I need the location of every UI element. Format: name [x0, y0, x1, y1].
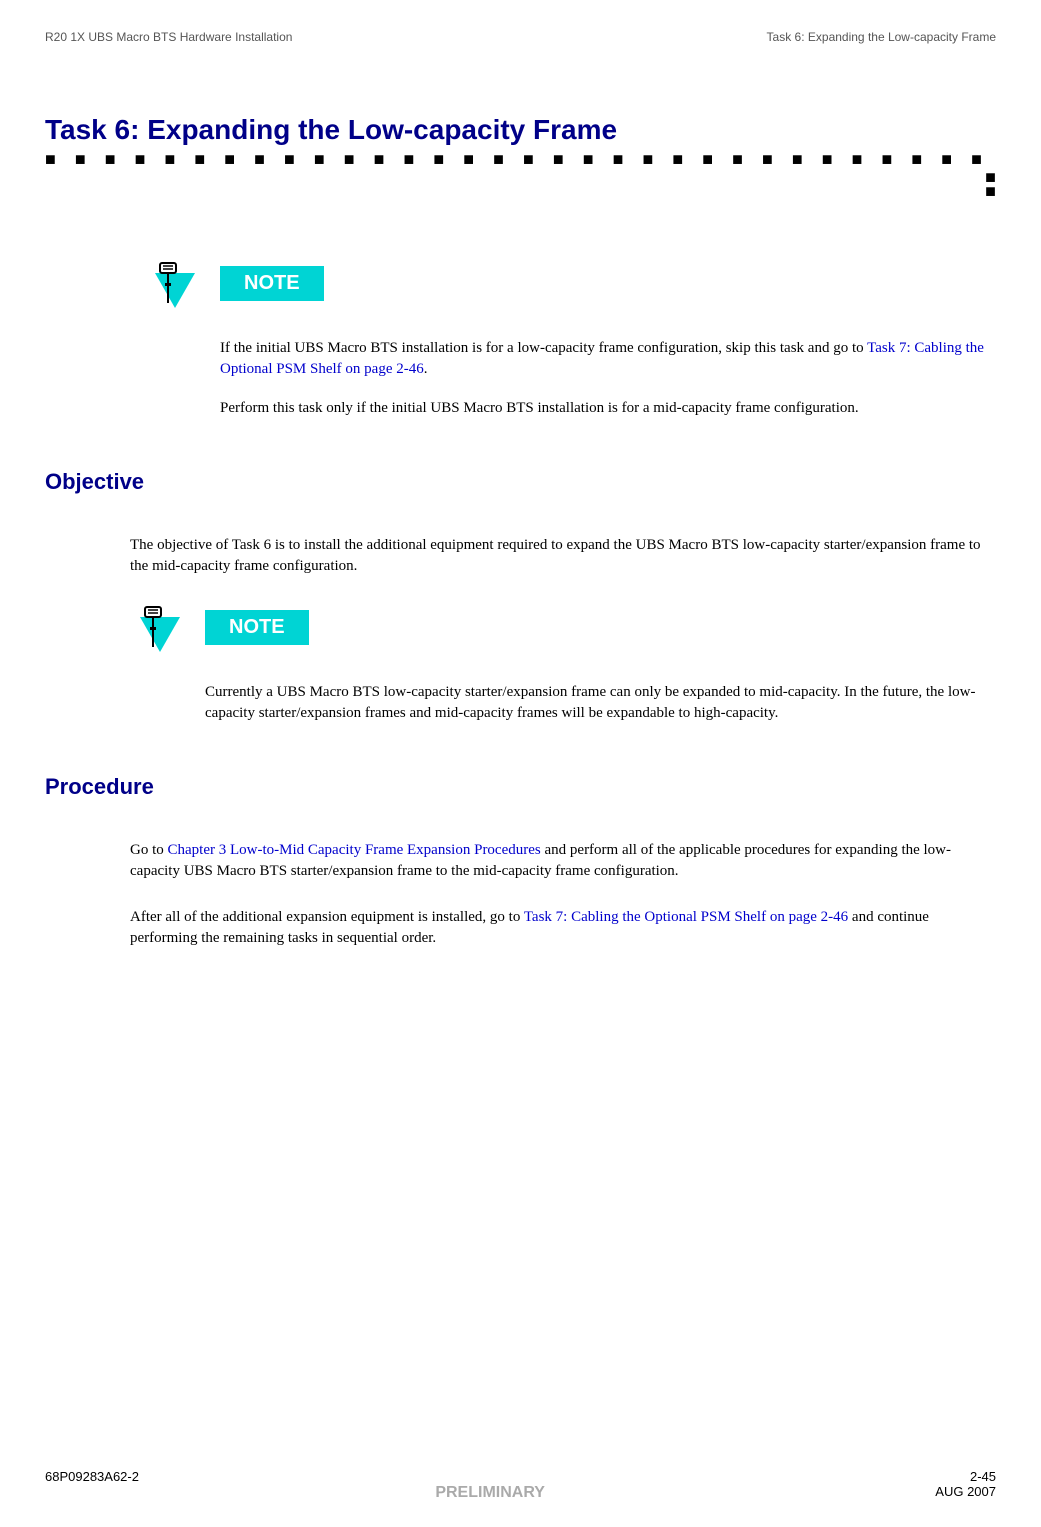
page-header: R20 1X UBS Macro BTS Hardware Installati…	[45, 30, 996, 44]
footer-date: AUG 2007	[935, 1484, 996, 1502]
page-number: 2-45	[970, 1469, 996, 1484]
preliminary-label: PRELIMINARY	[45, 1484, 935, 1502]
task7-link-2[interactable]: Task 7: Cabling the Optional PSM Shelf o…	[524, 909, 848, 925]
note-icon	[130, 602, 190, 662]
objective-text: The objective of Task 6 is to install th…	[130, 535, 996, 577]
note-header: NOTE	[145, 258, 996, 318]
procedure-heading: Procedure	[45, 774, 996, 800]
procedure-para1: Go to Chapter 3 Low-to-Mid Capacity Fram…	[130, 840, 996, 882]
title-separator: ■ ■ ■ ■ ■ ■ ■ ■ ■ ■ ■ ■ ■ ■ ■ ■ ■ ■ ■ ■ …	[45, 149, 996, 170]
procedure-para2: After all of the additional expansion eq…	[130, 907, 996, 949]
note1-para2: Perform this task only if the initial UB…	[220, 398, 996, 419]
note-label: NOTE	[220, 266, 324, 301]
page-footer: 68P09283A62-2 2-45 PRELIMINARY AUG 2007	[45, 1469, 996, 1502]
footer-bottom: PRELIMINARY AUG 2007	[45, 1484, 996, 1502]
chapter3-link[interactable]: Chapter 3 Low-to-Mid Capacity Frame Expa…	[168, 842, 541, 858]
note2-text: Currently a UBS Macro BTS low-capacity s…	[205, 682, 996, 724]
note-block-2: NOTE Currently a UBS Macro BTS low-capac…	[130, 602, 996, 724]
header-right: Task 6: Expanding the Low-capacity Frame	[767, 30, 996, 44]
page-title: Task 6: Expanding the Low-capacity Frame	[45, 114, 996, 146]
note1-para1: If the initial UBS Macro BTS installatio…	[220, 338, 996, 380]
note-header-2: NOTE	[130, 602, 996, 662]
header-left: R20 1X UBS Macro BTS Hardware Installati…	[45, 30, 292, 44]
trailing-dots: ■ ■	[45, 170, 996, 198]
note-icon	[145, 258, 205, 318]
doc-number: 68P09283A62-2	[45, 1469, 139, 1484]
footer-top: 68P09283A62-2 2-45	[45, 1469, 996, 1484]
objective-heading: Objective	[45, 469, 996, 495]
note-label-2: NOTE	[205, 610, 309, 645]
note-block-1: NOTE If the initial UBS Macro BTS instal…	[145, 258, 996, 419]
